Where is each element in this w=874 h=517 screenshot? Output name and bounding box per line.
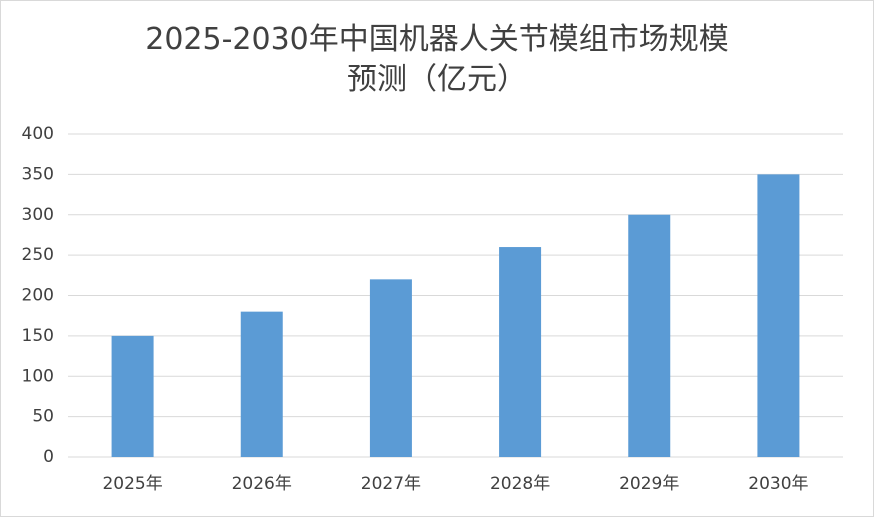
y-tick-label: 200 bbox=[22, 286, 54, 306]
bar bbox=[369, 279, 412, 457]
y-tick-label: 400 bbox=[22, 124, 54, 144]
bar bbox=[240, 311, 283, 457]
y-tick-label: 250 bbox=[22, 245, 54, 265]
x-tick-label: 2028年 bbox=[490, 474, 550, 494]
bar bbox=[111, 335, 154, 457]
x-tick-label: 2025年 bbox=[102, 474, 162, 494]
y-tick-label: 350 bbox=[22, 164, 54, 184]
x-tick-label: 2029年 bbox=[619, 474, 679, 494]
y-tick-label: 150 bbox=[22, 326, 54, 346]
x-tick-label: 2027年 bbox=[361, 474, 421, 494]
y-tick-label: 100 bbox=[22, 366, 54, 386]
bar bbox=[499, 247, 542, 457]
x-tick-label: 2030年 bbox=[748, 474, 808, 494]
bar bbox=[628, 214, 671, 457]
bar bbox=[757, 174, 800, 457]
y-tick-label: 0 bbox=[43, 447, 54, 467]
x-tick-label: 2026年 bbox=[232, 474, 292, 494]
chart-title: 2025-2030年中国机器人关节模组市场规模预测（亿元） bbox=[145, 22, 729, 97]
y-tick-label: 50 bbox=[32, 407, 54, 427]
y-tick-label: 300 bbox=[22, 205, 54, 225]
